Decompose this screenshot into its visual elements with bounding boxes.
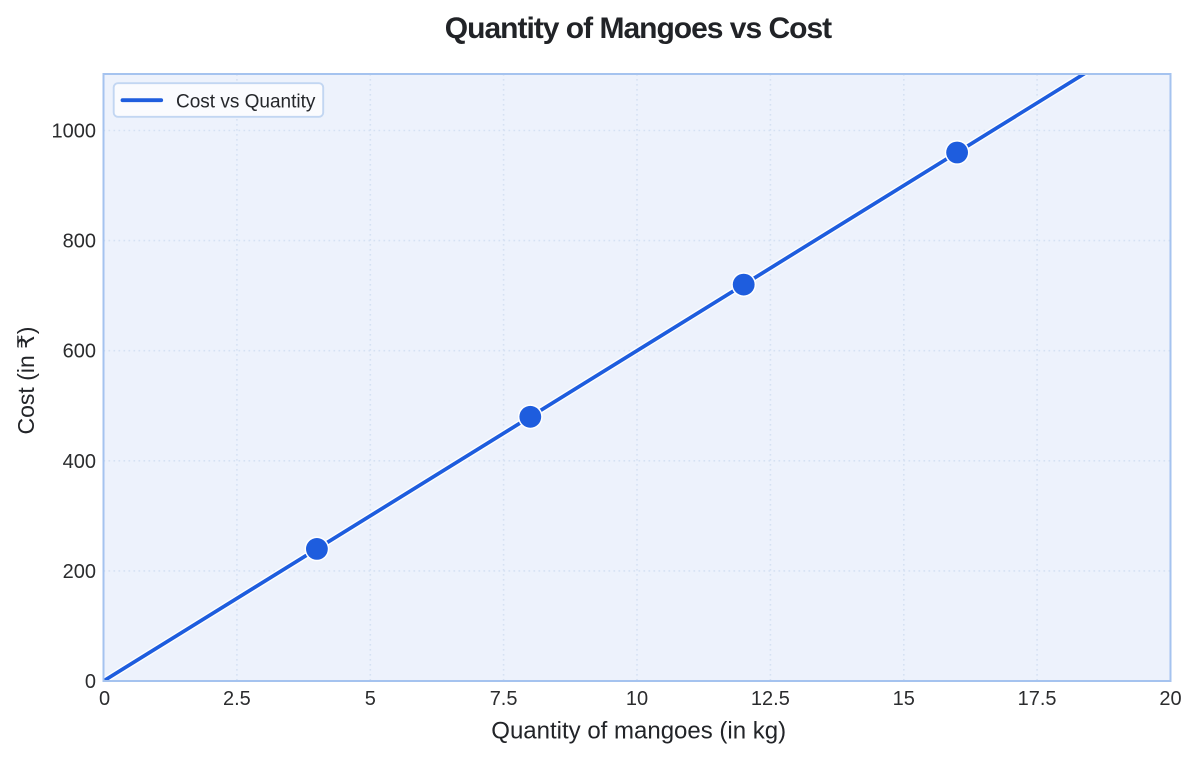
svg-text:200: 200: [63, 561, 96, 583]
svg-text:17.5: 17.5: [1018, 688, 1057, 710]
svg-text:12.5: 12.5: [751, 688, 790, 710]
svg-text:800: 800: [63, 231, 96, 253]
svg-text:Quantity of mangoes (in kg): Quantity of mangoes (in kg): [491, 718, 786, 745]
svg-text:Cost vs Quantity: Cost vs Quantity: [176, 92, 316, 113]
svg-text:5: 5: [365, 688, 376, 710]
svg-text:7.5: 7.5: [490, 688, 518, 710]
svg-text:15: 15: [893, 688, 915, 710]
svg-text:2.5: 2.5: [223, 688, 251, 710]
svg-text:400: 400: [63, 451, 96, 473]
svg-text:10: 10: [626, 688, 648, 710]
svg-text:20: 20: [1159, 688, 1181, 710]
svg-text:0: 0: [99, 688, 110, 710]
svg-text:Cost (in ₹): Cost (in ₹): [13, 327, 39, 435]
svg-text:1000: 1000: [52, 121, 97, 143]
svg-text:600: 600: [63, 341, 96, 363]
svg-text:Quantity of Mangoes vs Cost: Quantity of Mangoes vs Cost: [445, 12, 832, 45]
svg-text:0: 0: [85, 671, 96, 693]
